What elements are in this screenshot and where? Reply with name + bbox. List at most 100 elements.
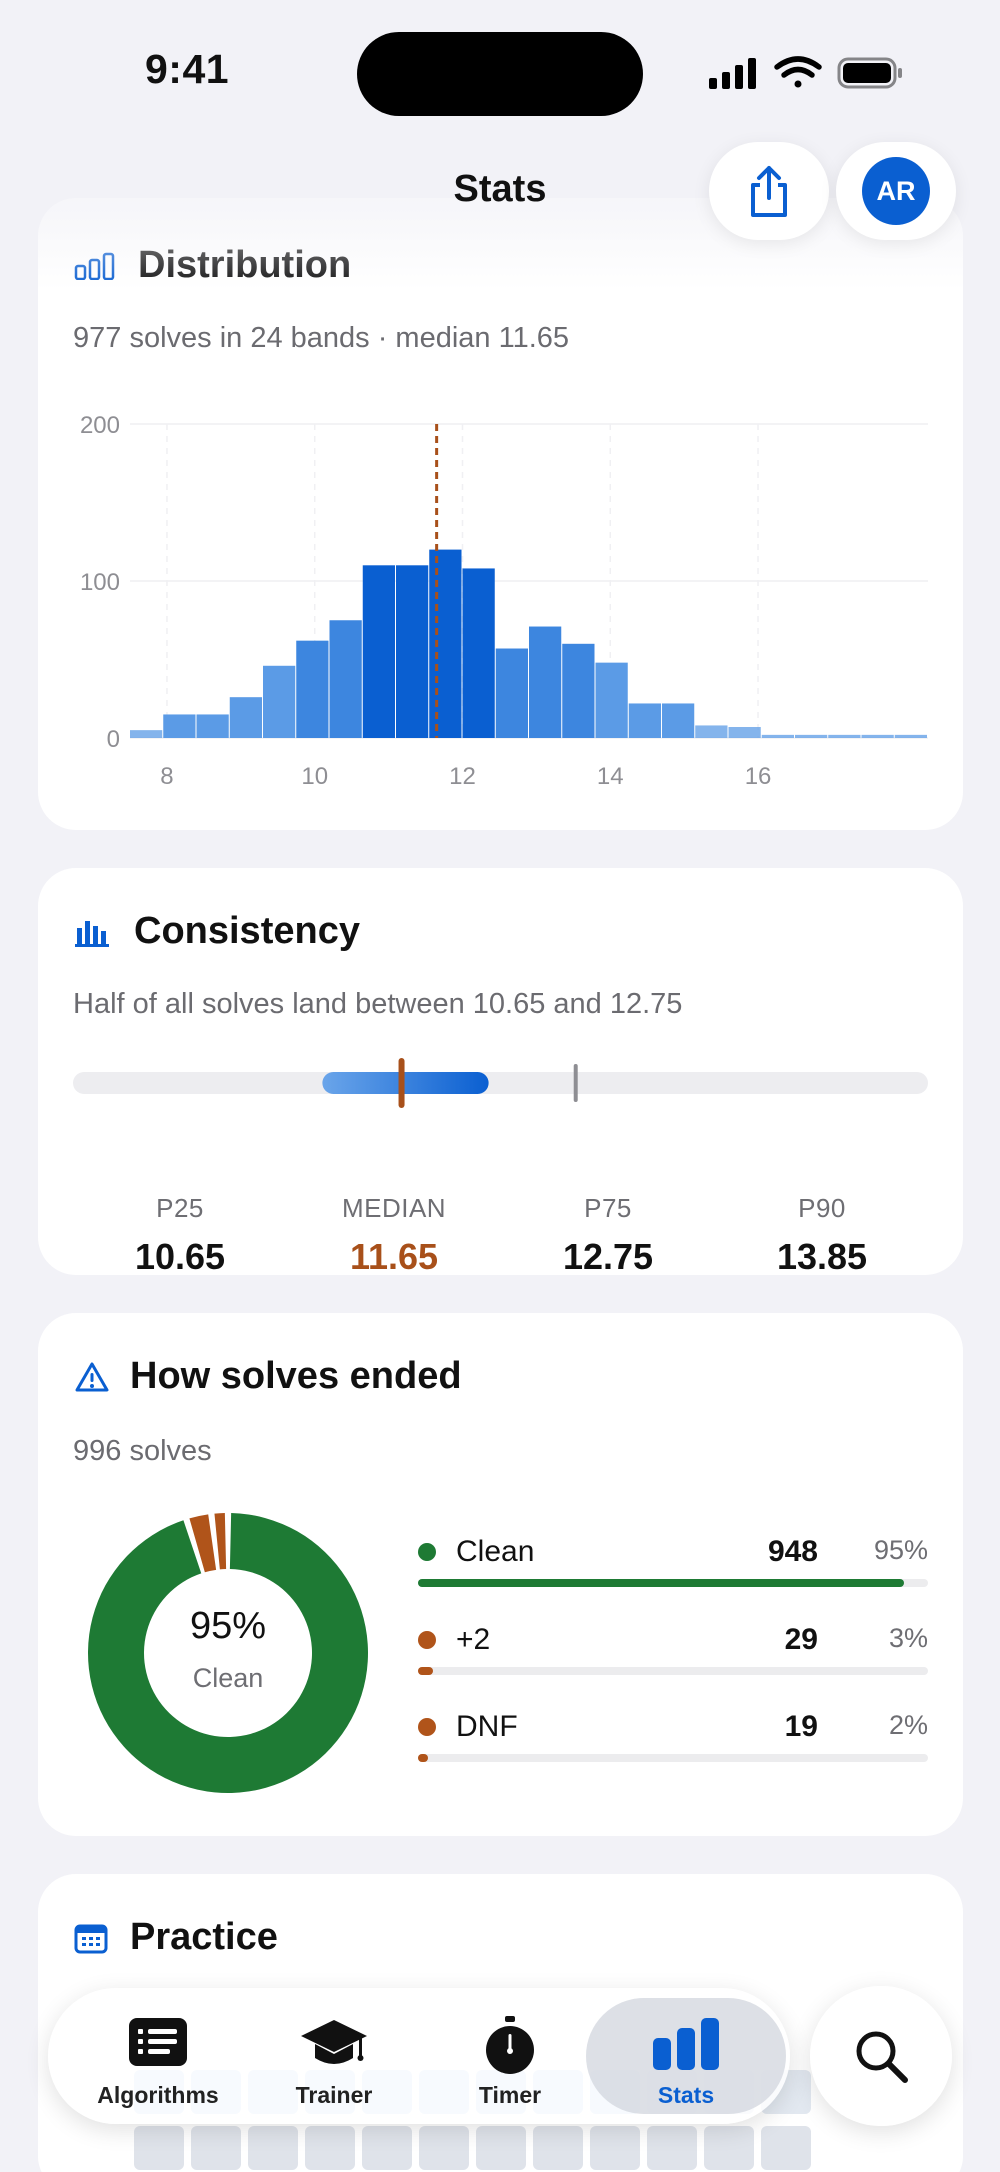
p25-label: P25: [156, 1193, 204, 1223]
legend-row-plus2: +2 29 3%: [418, 1623, 928, 1683]
share-button[interactable]: [709, 142, 829, 240]
histogram-bar: [628, 703, 661, 738]
p75-label: P75: [584, 1193, 632, 1223]
median-marker: [398, 1058, 405, 1108]
donut-label: Clean: [192, 1663, 264, 1693]
wifi-icon: [774, 56, 822, 88]
tab-label: Trainer: [295, 2082, 373, 2108]
tab-label: Stats: [657, 2082, 715, 2108]
histogram-bar: [329, 620, 362, 738]
dnf-dot: [418, 1718, 436, 1736]
stopwatch-icon: [486, 2016, 534, 2074]
distribution-subtitle: 977 solves in 24 bands · median 11.65: [73, 322, 570, 354]
range-track: [73, 1072, 928, 1094]
tab-trainer[interactable]: Trainer: [246, 1998, 422, 2114]
practice-title: Practice: [130, 1916, 278, 1958]
legend-track: [418, 1667, 928, 1675]
legend-name: DNF: [456, 1710, 518, 1743]
legend-track: [418, 1579, 928, 1587]
distribution-card: Distribution 977 solves in 24 bands · me…: [38, 198, 963, 830]
median-label: MEDIAN: [341, 1193, 447, 1223]
tab-label: Algorithms: [97, 2082, 219, 2108]
percentile-range-bar: [73, 1058, 928, 1108]
tab-label: Timer: [478, 2082, 542, 2108]
outcomes-subtitle: 996 solves: [73, 1435, 212, 1467]
legend-count: 948: [767, 1535, 818, 1568]
histogram-bar: [396, 565, 429, 738]
donut-slice-clean: [88, 1513, 369, 1793]
profile-button[interactable]: AR: [836, 142, 956, 240]
bar-chart-icon: [75, 921, 109, 947]
outcomes-title: How solves ended: [130, 1355, 462, 1397]
median-value: 11.65: [349, 1236, 439, 1277]
warning-icon: [75, 1362, 109, 1392]
p90-marker: [573, 1064, 578, 1102]
x-tick-label: 10: [301, 763, 328, 790]
search-icon: [856, 2031, 908, 2083]
tab-algorithms[interactable]: Algorithms: [70, 1998, 246, 2114]
clean-dot: [418, 1543, 436, 1561]
x-tick-label: 16: [745, 763, 772, 790]
share-icon: [751, 166, 787, 217]
p90-label: P90: [798, 1193, 846, 1223]
tab-timer[interactable]: Timer: [422, 1998, 598, 2114]
algorithms-list-icon: [129, 2018, 187, 2066]
x-tick-label: 12: [449, 763, 476, 790]
dynamic-island: [357, 32, 643, 116]
p75-value: 12.75: [562, 1236, 654, 1277]
status-bar: 9:41: [0, 0, 1000, 140]
legend-track: [418, 1754, 928, 1762]
donut-percent: 95%: [189, 1605, 267, 1647]
histogram-bar: [263, 665, 296, 738]
iqr-range: [322, 1072, 489, 1094]
status-icons: [709, 56, 902, 89]
stats-bars-icon: [653, 2018, 719, 2070]
histogram-bar: [695, 725, 728, 738]
p90-value: 13.85: [776, 1236, 868, 1277]
consistency-subtitle: Half of all solves land between 10.65 an…: [73, 988, 683, 1020]
legend-percent: 2%: [888, 1710, 928, 1740]
y-tick-label: 200: [80, 412, 120, 439]
graduation-cap-icon: [301, 2020, 367, 2064]
legend-fill: [418, 1579, 904, 1587]
histogram-bar: [828, 734, 861, 738]
histogram-bar: [429, 549, 462, 738]
histogram-bar: [529, 626, 562, 738]
search-button[interactable]: [810, 1986, 952, 2126]
consistency-title: Consistency: [134, 910, 360, 952]
histogram-bar: [462, 568, 495, 738]
histogram-bar: [296, 640, 329, 738]
distribution-chart: 0 100 200 8 10 12 14 16: [80, 412, 928, 790]
donut-slice-dnf: [214, 1513, 227, 1570]
legend-percent: 95%: [873, 1535, 928, 1565]
legend-name: Clean: [456, 1535, 535, 1568]
histogram-bar: [362, 565, 395, 738]
avatar: AR: [862, 157, 930, 225]
x-tick-label: 14: [597, 763, 624, 790]
y-tick-label: 0: [107, 726, 120, 753]
tab-stats[interactable]: Stats: [586, 1998, 786, 2114]
histogram-bar: [196, 714, 229, 738]
histogram-bar: [662, 703, 695, 738]
histogram-bar: [894, 734, 927, 738]
consistency-card: Consistency Half of all solves land betw…: [38, 868, 963, 1277]
histogram-bar: [562, 643, 595, 738]
histogram-bar: [229, 697, 262, 738]
legend-fill: [418, 1754, 428, 1762]
histogram-bar: [130, 730, 163, 738]
status-time: 9:41: [145, 46, 230, 92]
histogram-bar: [761, 734, 794, 738]
y-tick-label: 100: [80, 569, 120, 596]
histogram-bar: [861, 734, 894, 738]
signal-icon: [709, 58, 756, 89]
legend-row-clean: Clean 948 95%: [418, 1535, 928, 1595]
legend-count: 19: [784, 1710, 818, 1743]
plus2-dot: [418, 1631, 436, 1649]
histogram-bar: [728, 727, 761, 738]
tab-bar: Algorithms Trainer Timer: [48, 1988, 790, 2124]
histogram-bar: [163, 714, 196, 738]
histogram-bar: [795, 734, 828, 738]
p25-value: 10.65: [134, 1236, 226, 1277]
legend-name: +2: [456, 1623, 491, 1656]
histogram-bar: [495, 648, 528, 738]
